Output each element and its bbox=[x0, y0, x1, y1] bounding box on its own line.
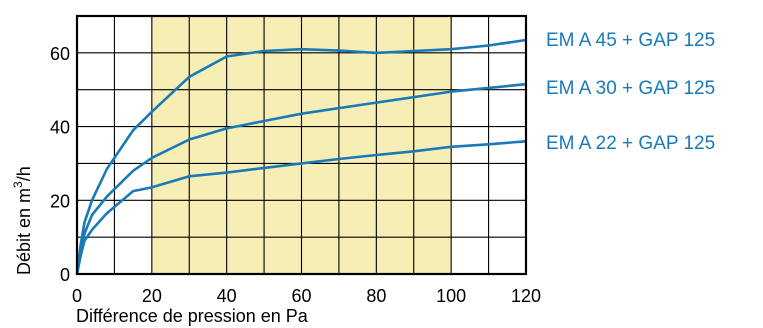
x-tick-label: 40 bbox=[217, 286, 237, 306]
x-tick-label: 20 bbox=[142, 286, 162, 306]
y-tick-label: 0 bbox=[60, 265, 70, 285]
x-tick-labels: 0 20 40 60 80 100 120 bbox=[72, 286, 541, 306]
series-lines bbox=[75, 38, 527, 275]
legend-label-1: EM A 45 + GAP 125 bbox=[546, 30, 715, 51]
series-line-2 bbox=[75, 82, 527, 275]
legend: EM A 45 + GAP 125 EM A 30 + GAP 125 EM A 2… bbox=[546, 30, 715, 154]
y-axis-title: Débit en m3/h bbox=[11, 166, 34, 275]
y-tick-label: 40 bbox=[50, 118, 70, 138]
y-tick-label: 60 bbox=[50, 44, 70, 64]
legend-label-3: EM A 22 + GAP 125 bbox=[546, 133, 715, 154]
legend-label-2: EM A 30 + GAP 125 bbox=[546, 78, 715, 99]
plot-frame bbox=[75, 14, 528, 276]
x-axis-title: Différence de pression en Pa bbox=[76, 306, 309, 326]
x-tick-label: 100 bbox=[436, 286, 466, 306]
y-tick-label: 20 bbox=[50, 191, 70, 211]
y-axis-title-tail: /h bbox=[14, 166, 34, 181]
y-axis-title-superscript: 3 bbox=[11, 181, 25, 188]
x-tick-label: 120 bbox=[511, 286, 541, 306]
y-axis-title-main: Débit en m bbox=[14, 188, 34, 275]
y-tick-labels: 0 20 40 60 bbox=[50, 44, 70, 285]
x-tick-label: 80 bbox=[366, 286, 386, 306]
x-tick-label: 0 bbox=[72, 286, 82, 306]
x-tick-label: 60 bbox=[291, 286, 311, 306]
series-line-3 bbox=[75, 140, 527, 275]
series-line-1 bbox=[75, 38, 527, 275]
